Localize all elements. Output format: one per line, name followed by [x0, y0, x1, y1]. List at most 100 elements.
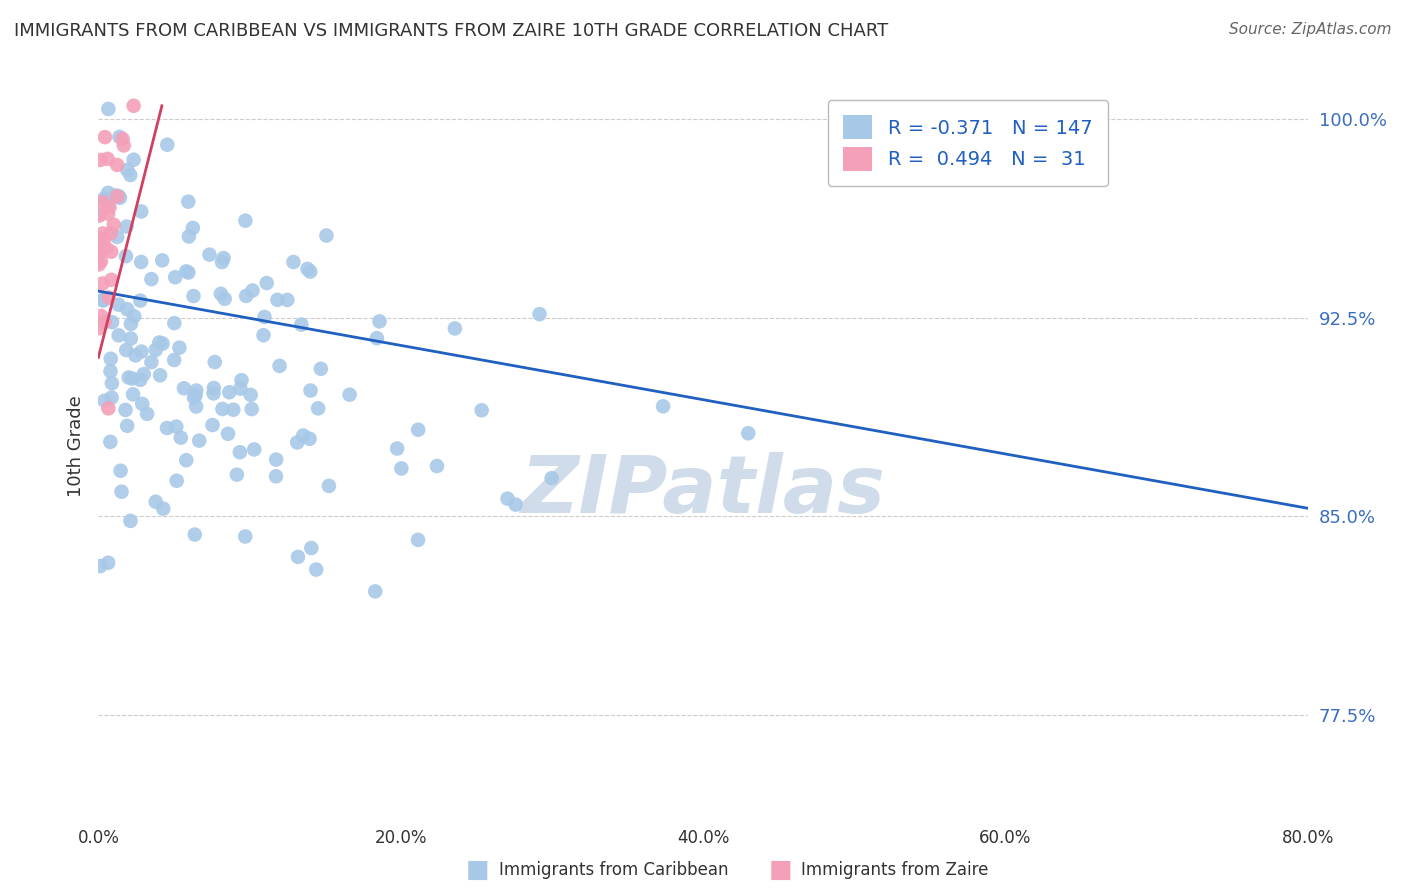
Point — [101, 376, 124, 391]
Point — [104, 188, 127, 202]
Point — [131, 344, 153, 359]
Point — [100, 391, 122, 405]
Point — [89, 232, 111, 246]
Point — [94, 130, 117, 145]
Point — [91, 277, 114, 291]
Point — [111, 132, 134, 146]
Point — [98, 200, 121, 214]
Point — [124, 348, 146, 362]
Point — [202, 386, 225, 401]
Text: Source: ZipAtlas.com: Source: ZipAtlas.com — [1229, 22, 1392, 37]
Point — [145, 343, 167, 357]
Point — [108, 129, 131, 144]
Point — [737, 426, 759, 441]
Point — [309, 361, 332, 376]
Point — [129, 373, 152, 387]
Point — [115, 219, 138, 234]
Point — [202, 381, 225, 395]
Point — [243, 442, 266, 457]
Point — [91, 227, 114, 241]
Point — [218, 385, 240, 400]
Point — [105, 189, 128, 203]
Point — [173, 381, 195, 395]
Point — [305, 563, 328, 577]
Point — [201, 418, 224, 433]
Point — [299, 384, 322, 398]
Point — [299, 541, 322, 555]
Point — [96, 241, 118, 255]
Point — [120, 331, 142, 345]
Point — [170, 431, 193, 445]
Point — [97, 401, 120, 416]
Point — [100, 364, 122, 378]
Point — [115, 249, 138, 263]
Point — [100, 273, 122, 287]
Point — [120, 514, 142, 528]
Point — [89, 559, 111, 574]
Point — [131, 397, 153, 411]
Point — [87, 245, 110, 260]
Point — [100, 351, 122, 366]
Point — [100, 244, 122, 259]
Point — [290, 318, 312, 332]
Point — [315, 228, 337, 243]
Point — [115, 418, 138, 433]
Point — [292, 428, 315, 442]
Text: ZIPatlas: ZIPatlas — [520, 452, 886, 530]
Point — [256, 276, 278, 290]
Point — [389, 461, 412, 475]
Point — [118, 370, 141, 384]
Point — [505, 498, 527, 512]
Point — [266, 293, 288, 307]
Point — [212, 251, 235, 265]
Point — [97, 556, 120, 570]
Point — [117, 302, 139, 317]
Point — [152, 336, 174, 351]
Point — [110, 484, 132, 499]
Point — [97, 102, 120, 116]
Point — [91, 236, 114, 251]
Point — [89, 321, 111, 335]
Point — [156, 421, 179, 435]
Point — [105, 158, 128, 172]
Point — [211, 255, 233, 269]
Legend: R = -0.371   N = 147, R =  0.494   N =  31: R = -0.371 N = 147, R = 0.494 N = 31 — [828, 100, 1108, 186]
Point — [209, 286, 232, 301]
Point — [235, 289, 257, 303]
Point — [652, 400, 675, 414]
Point — [89, 207, 111, 221]
Point — [183, 289, 205, 303]
Point — [298, 432, 321, 446]
Point — [285, 435, 308, 450]
Point — [98, 434, 121, 449]
Point — [122, 99, 145, 113]
Point — [110, 464, 132, 478]
Point — [287, 549, 309, 564]
Point — [186, 384, 208, 398]
Point — [97, 207, 120, 221]
Point — [385, 442, 408, 456]
Point — [89, 153, 111, 167]
Point — [297, 262, 319, 277]
Point — [89, 209, 111, 223]
Text: IMMIGRANTS FROM CARIBBEAN VS IMMIGRANTS FROM ZAIRE 10TH GRADE CORRELATION CHART: IMMIGRANTS FROM CARIBBEAN VS IMMIGRANTS … — [14, 22, 889, 40]
Point — [233, 529, 256, 543]
Point — [174, 453, 197, 467]
Point — [269, 359, 291, 373]
Point — [183, 391, 205, 405]
Point — [91, 195, 114, 210]
Text: ■: ■ — [769, 858, 792, 881]
Point — [141, 272, 163, 286]
Point — [222, 402, 245, 417]
Point — [93, 315, 115, 329]
Point — [318, 479, 340, 493]
Point — [181, 221, 204, 235]
Point — [100, 227, 122, 241]
Point — [225, 467, 247, 482]
Point — [93, 191, 115, 205]
Point — [89, 232, 111, 246]
Point — [149, 368, 172, 383]
Point — [120, 168, 142, 182]
Point — [235, 213, 257, 227]
Point — [177, 194, 200, 209]
